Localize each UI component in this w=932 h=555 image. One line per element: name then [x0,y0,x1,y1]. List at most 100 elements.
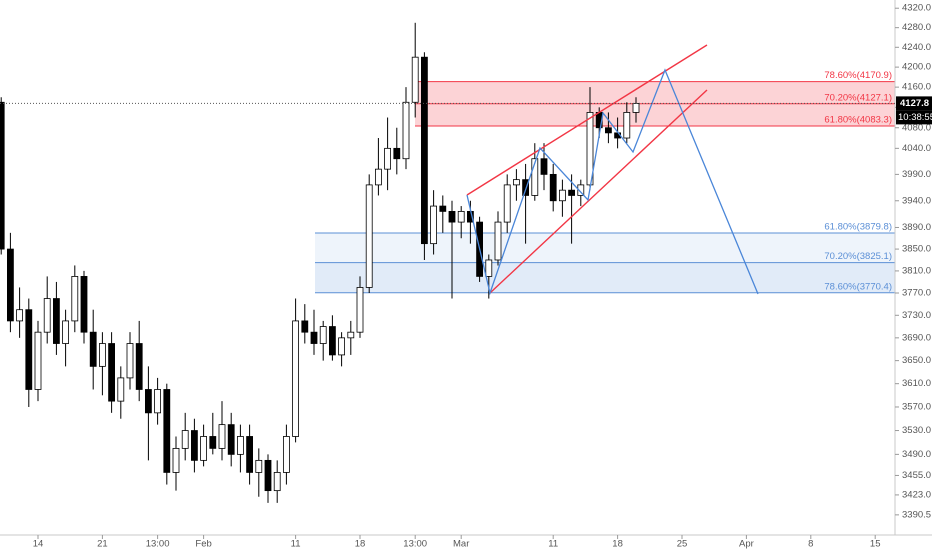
candle-body [292,320,300,437]
candle-body [338,337,346,356]
wedge-lower [489,89,708,294]
candle-body [53,298,60,344]
x-tick-label: 8 [808,539,813,550]
candle-body [80,276,88,333]
candle-body [0,101,5,250]
y-tick-label: 3690.0 [902,332,931,343]
candle-body [154,389,162,414]
candle-body [163,389,171,473]
y-tick-label: 4240.0 [902,42,931,53]
candle-body [108,343,115,402]
candle-body [531,158,539,196]
candle-body [605,127,612,134]
fib-label: 61.80%(4083.3) [824,115,892,126]
y-tick-label: 3455.0 [902,470,931,481]
y-tick-label: 4160.0 [902,82,931,93]
y-tick-label: 4040.0 [902,143,931,154]
candle-body [135,343,143,390]
y-tick-label: 3730.0 [902,310,931,321]
candle-body [218,424,226,449]
candle-body [577,184,585,196]
x-tick-label: Apr [739,539,754,550]
candle-body [117,377,125,402]
candle-body [62,320,69,344]
y-tick-label: 3423.0 [902,489,931,500]
y-tick-label: 3770.0 [902,288,931,299]
candle-body [190,430,198,461]
candle-body [319,326,327,344]
y-tick-label: 3890.0 [902,222,931,233]
candle-body [503,184,511,223]
x-tick-label: 14 [33,539,44,550]
x-tick-label: Feb [195,539,211,550]
y-tick-label: 3530.0 [902,425,931,436]
x-tick-label: Mar [453,539,469,550]
fib-band [415,103,895,127]
candle-body [89,331,97,367]
last-price-box [896,96,932,111]
x-tick-label: 13:00 [146,539,170,550]
y-tick-label: 3850.0 [902,244,931,255]
countdown-box [896,110,932,125]
x-tick-label: 18 [612,539,623,550]
candle-body [623,112,631,139]
candle-body [328,326,336,356]
y-tick-label: 3610.0 [902,378,931,389]
fib-label: 78.60%(4170.9) [824,70,892,81]
candle-body [513,179,520,186]
candle-body [549,173,557,202]
candle-body [236,436,244,455]
candle-body [209,436,217,449]
candle-body [273,472,281,492]
fib-band [315,232,895,263]
candle-body [374,168,382,186]
candle-body [568,189,575,196]
candle-body [393,147,401,160]
candle-body [43,298,51,333]
axes: 4320.04280.04240.04200.04160.04120.04080… [0,3,932,550]
candle-body [402,101,410,160]
drawings [466,44,759,296]
y-tick-label: 4200.0 [902,62,931,73]
candle-body [126,343,134,379]
fib-label: 61.80%(3879.8) [824,221,892,232]
y-tick-label: 3570.0 [902,401,931,412]
candle-body [71,276,79,322]
y-tick-label: 3940.0 [902,195,931,206]
candle-body [430,205,438,245]
fib-band [415,81,895,104]
candle-body [264,459,272,492]
y-tick-label: 4320.0 [902,3,931,14]
candle-body [227,424,235,455]
candle-body [16,309,24,322]
y-tick-label: 4280.0 [902,22,931,33]
candle-body [448,210,456,223]
candle-body [181,430,189,449]
x-tick-label: 13:00 [403,539,427,550]
y-tick-label: 3390.5 [902,509,931,520]
candle-body [632,102,640,113]
candle-body [540,158,548,175]
y-tick-label: 3990.0 [902,169,931,180]
candle-body [246,436,254,473]
candle-body [365,184,373,288]
candle-body [34,331,42,390]
last-price-label: 4127.8 [900,98,929,109]
candle-body [522,179,529,196]
candle-body [420,56,428,245]
x-tick-label: 21 [97,539,108,550]
candle-body [356,287,364,333]
x-tick-label: 25 [677,539,688,550]
fib-label: 70.20%(4127.1) [824,92,892,103]
candle-body [172,447,180,473]
candle-body [282,436,290,473]
candle-body [99,343,106,367]
fib-zones: 78.60%(4170.9) 70.20%(4127.1) 61.80%(4083.… [315,70,895,294]
candle-body [485,259,493,277]
x-tick-label: 11 [548,539,558,550]
candle-body [439,205,447,212]
candle-body [200,436,208,461]
countdown: 10:38:55 [898,112,932,123]
